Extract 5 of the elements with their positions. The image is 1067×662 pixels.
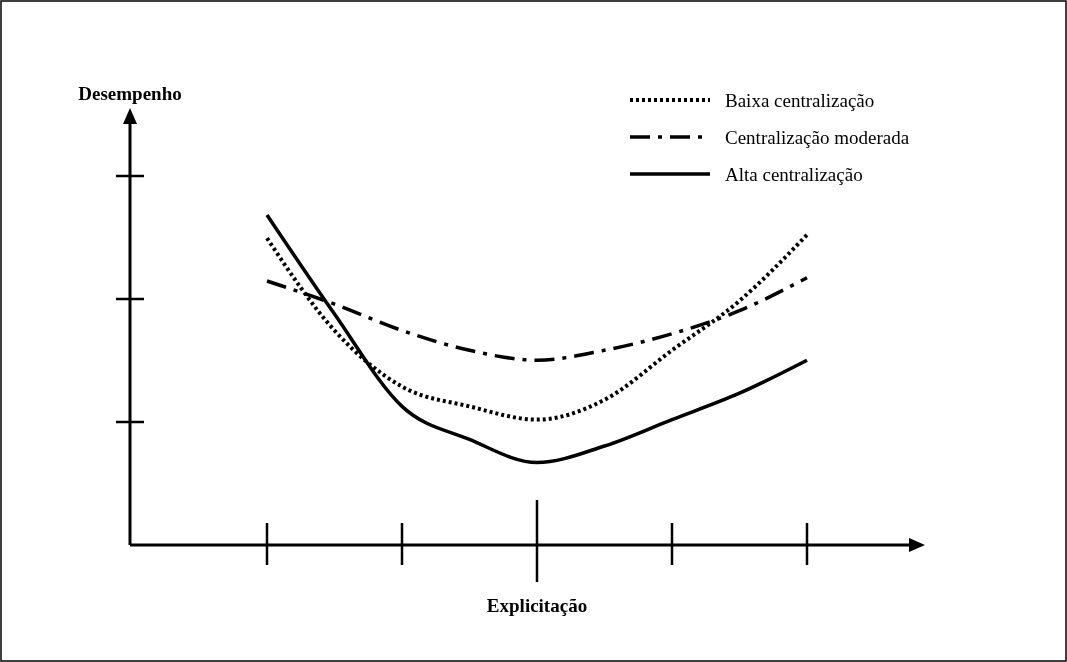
- legend-label: Alta centralização: [725, 164, 863, 185]
- legend-label: Baixa centralização: [725, 90, 875, 111]
- legend-label: Centralização moderada: [725, 127, 910, 148]
- x-axis-title: Explicitação: [486, 595, 588, 616]
- text: Desempenho: [78, 83, 182, 104]
